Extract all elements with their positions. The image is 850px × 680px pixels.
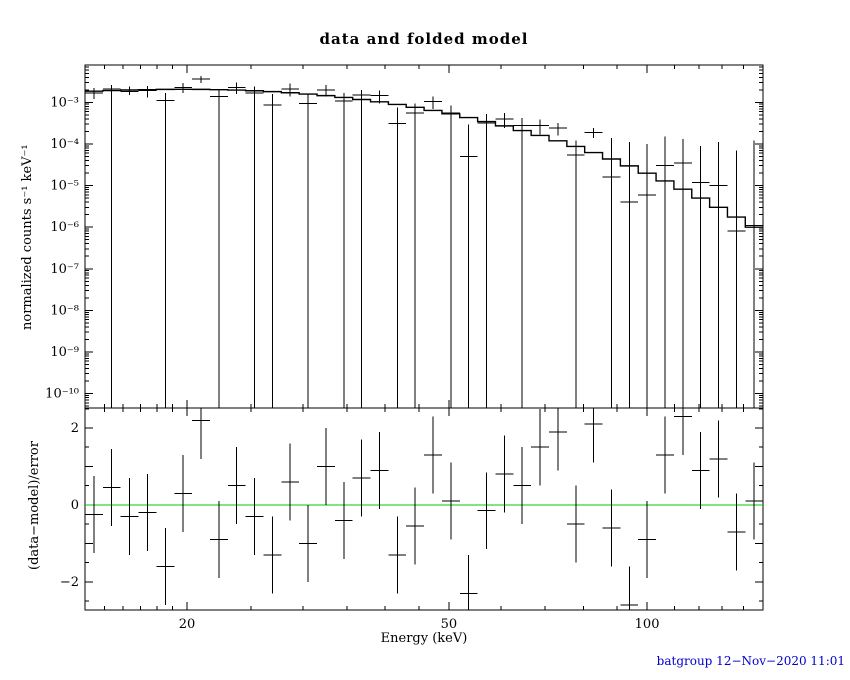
res-y-tick-label: −2 [60, 575, 79, 590]
y-axis-label-top: normalized counts s⁻¹ keV⁻¹ [20, 144, 35, 330]
y-tick-label: 10⁻⁶ [50, 220, 79, 235]
y-tick-label: 10⁻³ [50, 95, 79, 110]
y-tick-label: 10⁻⁷ [50, 262, 79, 277]
x-tick-label: 20 [179, 617, 196, 632]
res-y-tick-label: 0 [71, 498, 79, 513]
y-axis-label-bottom: (data−model)/error [27, 441, 42, 570]
model-step-line [85, 88, 763, 228]
footer-credit: batgroup 12−Nov−2020 11:01 [656, 654, 845, 668]
residual-panel-frame [84, 407, 764, 611]
x-axis-label: Energy (keV) [380, 631, 468, 646]
x-tick-label: 100 [635, 617, 660, 632]
plot-title: data and folded model [319, 30, 529, 48]
y-tick-label: 10⁻⁵ [50, 179, 79, 194]
top-panel-frame [84, 64, 764, 409]
res-y-tick-label: 2 [71, 421, 79, 436]
y-tick-label: 10⁻⁸ [50, 303, 79, 318]
x-tick-label: 50 [441, 617, 458, 632]
y-tick-label: 10⁻⁴ [50, 137, 79, 152]
y-tick-label: 10⁻⁹ [50, 345, 79, 360]
y-tick-label: 10⁻¹⁰ [45, 387, 79, 402]
